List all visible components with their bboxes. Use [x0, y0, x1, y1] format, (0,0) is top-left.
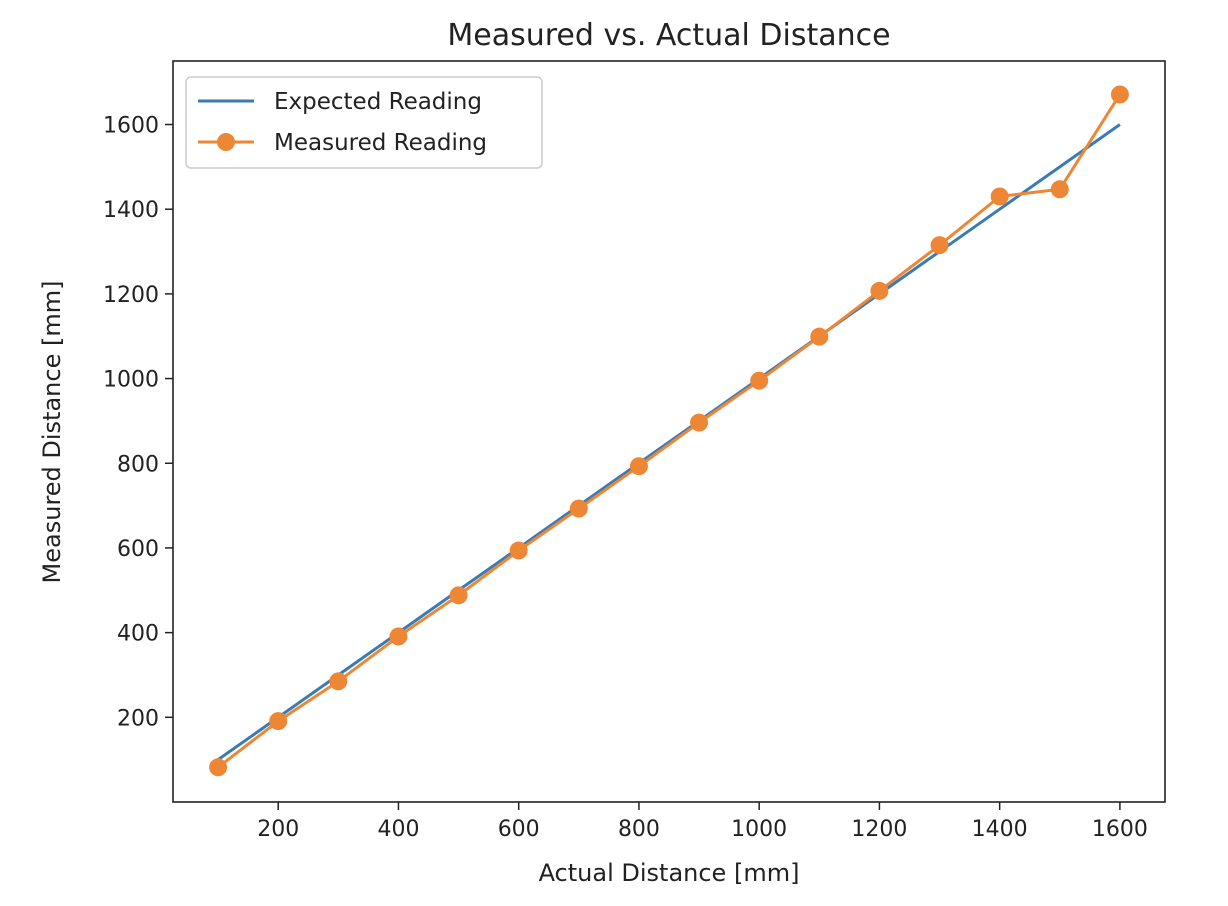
data-point — [569, 499, 588, 518]
y-tick-label: 200 — [117, 706, 159, 731]
x-tick-label: 1600 — [1092, 817, 1148, 842]
series-line-expected — [217, 123, 1121, 761]
x-tick-label: 1000 — [731, 817, 787, 842]
data-point — [1110, 85, 1129, 104]
x-tick-label: 600 — [498, 817, 540, 842]
data-point — [629, 457, 648, 476]
x-tick-label: 1400 — [972, 817, 1028, 842]
data-point — [930, 236, 949, 255]
legend-label-expected: Expected Reading — [274, 89, 482, 115]
data-point — [990, 187, 1009, 206]
data-point — [329, 672, 348, 691]
legend-label-measured: Measured Reading — [274, 130, 487, 156]
legend-box — [185, 76, 543, 169]
x-axis-label: Actual Distance [mm] — [539, 859, 800, 887]
legend: Expected Reading Measured Reading — [185, 76, 543, 169]
data-point — [750, 371, 769, 390]
x-tick-label: 200 — [257, 817, 299, 842]
data-point — [269, 712, 288, 731]
data-point — [690, 413, 709, 432]
legend-marker-measured — [217, 133, 235, 151]
data-point — [389, 627, 408, 646]
y-tick-label: 600 — [117, 537, 159, 562]
y-tick-label: 1000 — [103, 368, 159, 393]
x-tick-label: 800 — [618, 817, 660, 842]
data-point — [449, 586, 468, 605]
x-tick-label: 400 — [377, 817, 419, 842]
y-axis-label: Measured Distance [mm] — [38, 281, 66, 584]
data-point — [810, 327, 829, 346]
data-point — [209, 758, 228, 777]
series-line-measured — [217, 93, 1122, 769]
y-tick-label: 1600 — [103, 114, 159, 139]
y-tick-label: 1200 — [103, 283, 159, 308]
data-point — [509, 541, 528, 560]
plot-frame — [172, 60, 1166, 803]
y-tick-label: 400 — [117, 622, 159, 647]
x-tick-label: 1200 — [851, 817, 907, 842]
chart-title: Measured vs. Actual Distance — [447, 18, 890, 53]
y-tick-label: 1400 — [103, 198, 159, 223]
data-point — [870, 281, 889, 300]
data-point — [1050, 180, 1069, 199]
y-tick-label: 800 — [117, 452, 159, 477]
